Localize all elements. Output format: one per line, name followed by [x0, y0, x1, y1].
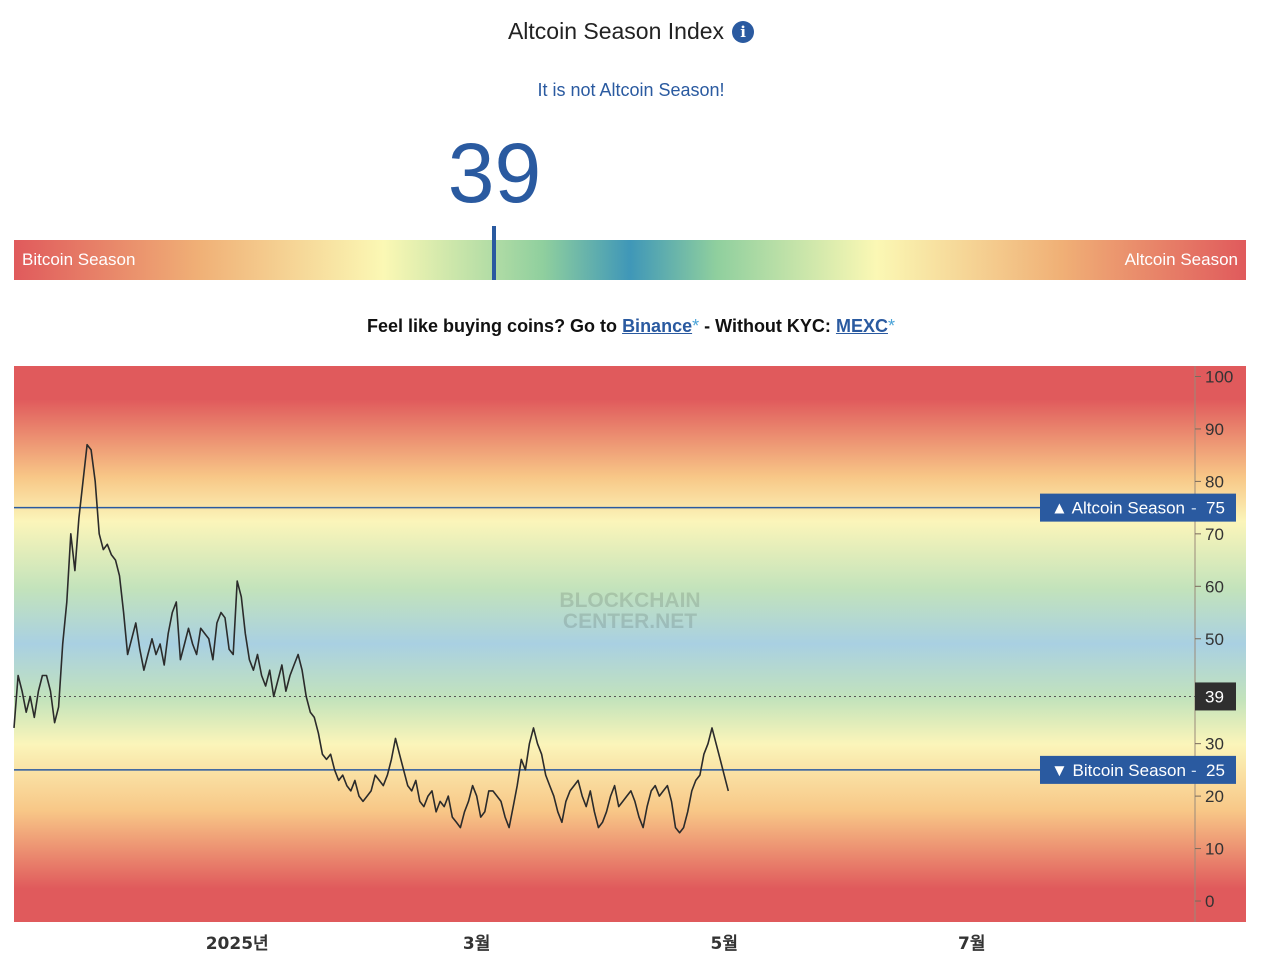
- binance-star: *: [692, 316, 700, 336]
- gauge-right-label: Altcoin Season: [1124, 250, 1238, 269]
- reference-label-value: 75: [1206, 499, 1225, 518]
- promo-middle: - Without KYC:: [704, 316, 831, 336]
- current-value-box: [1195, 682, 1236, 711]
- y-tick-label: 60: [1205, 577, 1224, 596]
- season-status: It is not Altcoin Season!: [537, 80, 725, 100]
- promo-prefix: Feel like buying coins? Go to: [367, 316, 618, 336]
- reference-label-separator: -: [1191, 761, 1197, 780]
- season-gauge: Bitcoin Season Altcoin Season: [14, 226, 1246, 280]
- reference-label-text: ▲ Altcoin Season: [1051, 499, 1185, 518]
- reference-label-text: ▼ Bitcoin Season: [1051, 761, 1186, 780]
- y-tick-label: 100: [1205, 367, 1233, 386]
- y-tick-label: 10: [1205, 840, 1224, 859]
- gauge-left-label: Bitcoin Season: [22, 250, 136, 269]
- x-axis-label: 2025년: [206, 934, 269, 954]
- y-tick-label: 30: [1205, 735, 1224, 754]
- y-tick-label: 20: [1205, 787, 1224, 806]
- series-line: [13, 443, 730, 834]
- y-tick-label: 80: [1205, 472, 1224, 491]
- x-axis-label: 7월: [958, 934, 985, 954]
- reference-label: ▼ Bitcoin Season -25: [1040, 755, 1236, 784]
- watermark-text: CENTER.NET: [563, 610, 697, 633]
- x-axis-label: 5월: [710, 934, 737, 954]
- mexc-link[interactable]: MEXC: [835, 316, 888, 336]
- reference-label-value: 25: [1206, 761, 1225, 780]
- watermark-text: BLOCKCHAIN: [559, 589, 700, 612]
- reference-label-box: [1040, 755, 1236, 784]
- current-value-label: 39: [1205, 687, 1224, 706]
- y-tick-label: 90: [1205, 420, 1224, 439]
- reference-label-box: [1040, 493, 1236, 522]
- index-value: 39: [447, 126, 542, 220]
- page-title: Altcoin Season Index i: [507, 18, 755, 45]
- mexc-star: *: [887, 316, 895, 336]
- x-axis-label: 3월: [463, 934, 490, 954]
- title-text: Altcoin Season Index: [507, 18, 725, 44]
- gauge-marker: [492, 226, 496, 280]
- chart-background: [14, 366, 1246, 922]
- reference-label: ▲ Altcoin Season -75: [1040, 493, 1236, 522]
- altcoin-season-chart[interactable]: 0102030405060708090100BLOCKCHAINCENTER.N…: [0, 360, 1264, 977]
- binance-link[interactable]: Binance: [622, 316, 693, 336]
- y-tick-label: 0: [1205, 892, 1214, 911]
- header: Altcoin Season Index i: [0, 18, 1262, 45]
- info-icon[interactable]: i: [732, 20, 755, 43]
- y-tick-label: 50: [1205, 630, 1224, 649]
- y-tick-label: 70: [1205, 525, 1224, 544]
- reference-label-separator: -: [1191, 499, 1197, 518]
- promo-line: Feel like buying coins? Go to Binance* -…: [0, 316, 1262, 337]
